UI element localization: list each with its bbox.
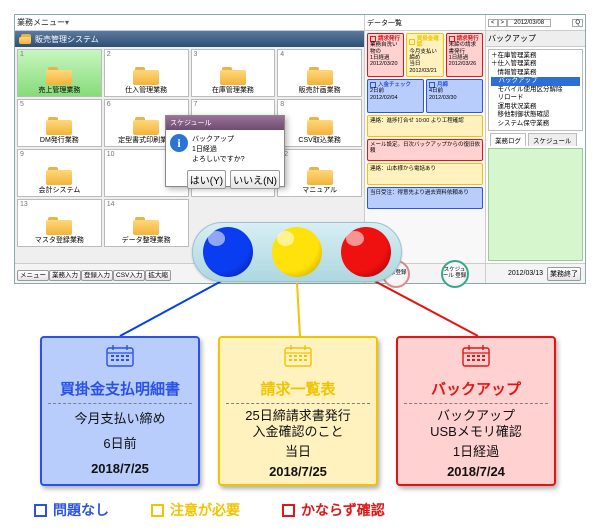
folder-icon bbox=[307, 167, 333, 185]
calendar-icon bbox=[462, 345, 490, 367]
calendar-icon bbox=[106, 345, 134, 367]
confirm-dialog: スケジュール i バックアップ1日経過よろしいですか? はい(Y) いいえ(N) bbox=[165, 115, 285, 187]
folder-4[interactable]: 4販売計画業務 bbox=[277, 49, 362, 97]
right-date: 2012/03/08 bbox=[507, 19, 551, 27]
legend-blue: 問題なし bbox=[34, 500, 109, 520]
info-icon: i bbox=[170, 134, 188, 152]
toolbar-button[interactable]: 拡大縮 bbox=[145, 270, 171, 281]
light-yellow bbox=[272, 227, 322, 277]
folder-icon bbox=[133, 117, 159, 135]
subsystem-title: 販売管理システム bbox=[15, 31, 364, 47]
status-card-yellow: 請求一覧表25日締請求書発行入金確認のこと当日2018/7/25 bbox=[218, 336, 378, 486]
folder-12[interactable]: 12マニュアル bbox=[277, 149, 362, 197]
tab-log[interactable]: 業務ログ bbox=[490, 133, 526, 146]
folder-icon bbox=[133, 67, 159, 85]
dialog-message: バックアップ1日経過よろしいですか? bbox=[192, 134, 245, 164]
status-card-red: バックアップバックアップUSBメモリ確認1日経過2018/7/24 bbox=[396, 336, 556, 486]
right-pane: < > 2012/03/08 Q バックアップ ＋在庫管理業務＋仕入管理業務 情… bbox=[485, 15, 585, 283]
light-red bbox=[341, 227, 391, 277]
card-title: 買掛金支払明細書 bbox=[42, 374, 198, 403]
status-card-blue: 買掛金支払明細書今月支払い締め6日前2018/7/25 bbox=[40, 336, 200, 486]
folder-14[interactable]: 14データ整理業務 bbox=[104, 199, 189, 247]
card-title: バックアップ bbox=[398, 374, 554, 403]
right-tab-label: バックアップ bbox=[488, 33, 536, 44]
folder-icon bbox=[220, 67, 246, 85]
dialog-title: スケジュール bbox=[166, 116, 284, 130]
tab-schedule[interactable]: スケジュール bbox=[528, 133, 577, 146]
folder-icon bbox=[19, 34, 31, 44]
note-area[interactable] bbox=[488, 148, 583, 261]
right-exit-button[interactable]: 業務終了 bbox=[547, 267, 581, 281]
legend-red: かならず確認 bbox=[282, 500, 385, 520]
folder-2[interactable]: 2仕入管理業務 bbox=[104, 49, 189, 97]
register-schedule-button[interactable]: スケジュール 登録 bbox=[441, 260, 469, 288]
toolbar-button[interactable]: CSV入力 bbox=[113, 270, 145, 281]
dialog-ok-button[interactable]: はい(Y) bbox=[187, 170, 226, 189]
right-count: 2012/03/13 bbox=[508, 270, 543, 277]
toolbar-button[interactable]: メニュー bbox=[17, 270, 49, 281]
light-blue bbox=[203, 227, 253, 277]
card-title: 請求一覧表 bbox=[220, 374, 376, 403]
legend: 問題なし 注意が必要 かならず確認 bbox=[34, 500, 385, 520]
legend-yellow: 注意が必要 bbox=[151, 500, 240, 520]
right-top: < > 2012/03/08 Q bbox=[486, 15, 585, 31]
folder-1[interactable]: 1売上管理業務 bbox=[17, 49, 102, 97]
calendar-icon bbox=[284, 345, 312, 367]
traffic-light bbox=[192, 222, 402, 282]
menu-label[interactable]: 業務メニュー bbox=[17, 17, 65, 28]
folder-13[interactable]: 13マスタ登録業務 bbox=[17, 199, 102, 247]
folder-8[interactable]: 8CSV取込業務 bbox=[277, 99, 362, 147]
folder-icon bbox=[307, 67, 333, 85]
chevron-down-icon[interactable]: ▾ bbox=[65, 18, 69, 27]
folder-9[interactable]: 9会計システム bbox=[17, 149, 102, 197]
folder-icon bbox=[307, 117, 333, 135]
task-list[interactable]: ＋在庫管理業務＋仕入管理業務 情報管理業務 バックアップ モバイル使用区分解除 … bbox=[488, 49, 583, 131]
folder-3[interactable]: 3在庫管理業務 bbox=[191, 49, 276, 97]
toolbar-button[interactable]: 登録入力 bbox=[81, 270, 113, 281]
dialog-cancel-button[interactable]: いいえ(N) bbox=[230, 170, 280, 189]
folder-icon bbox=[46, 67, 72, 85]
folder-icon bbox=[133, 217, 159, 235]
folder-icon bbox=[46, 117, 72, 135]
menu-bar: 業務メニュー ▾ bbox=[15, 15, 364, 31]
folder-5[interactable]: 5DM発行業務 bbox=[17, 99, 102, 147]
folder-icon bbox=[46, 217, 72, 235]
cards-title: データ一覧 bbox=[365, 15, 485, 31]
toolbar-button[interactable]: 業務入力 bbox=[49, 270, 81, 281]
folder-icon bbox=[46, 167, 72, 185]
